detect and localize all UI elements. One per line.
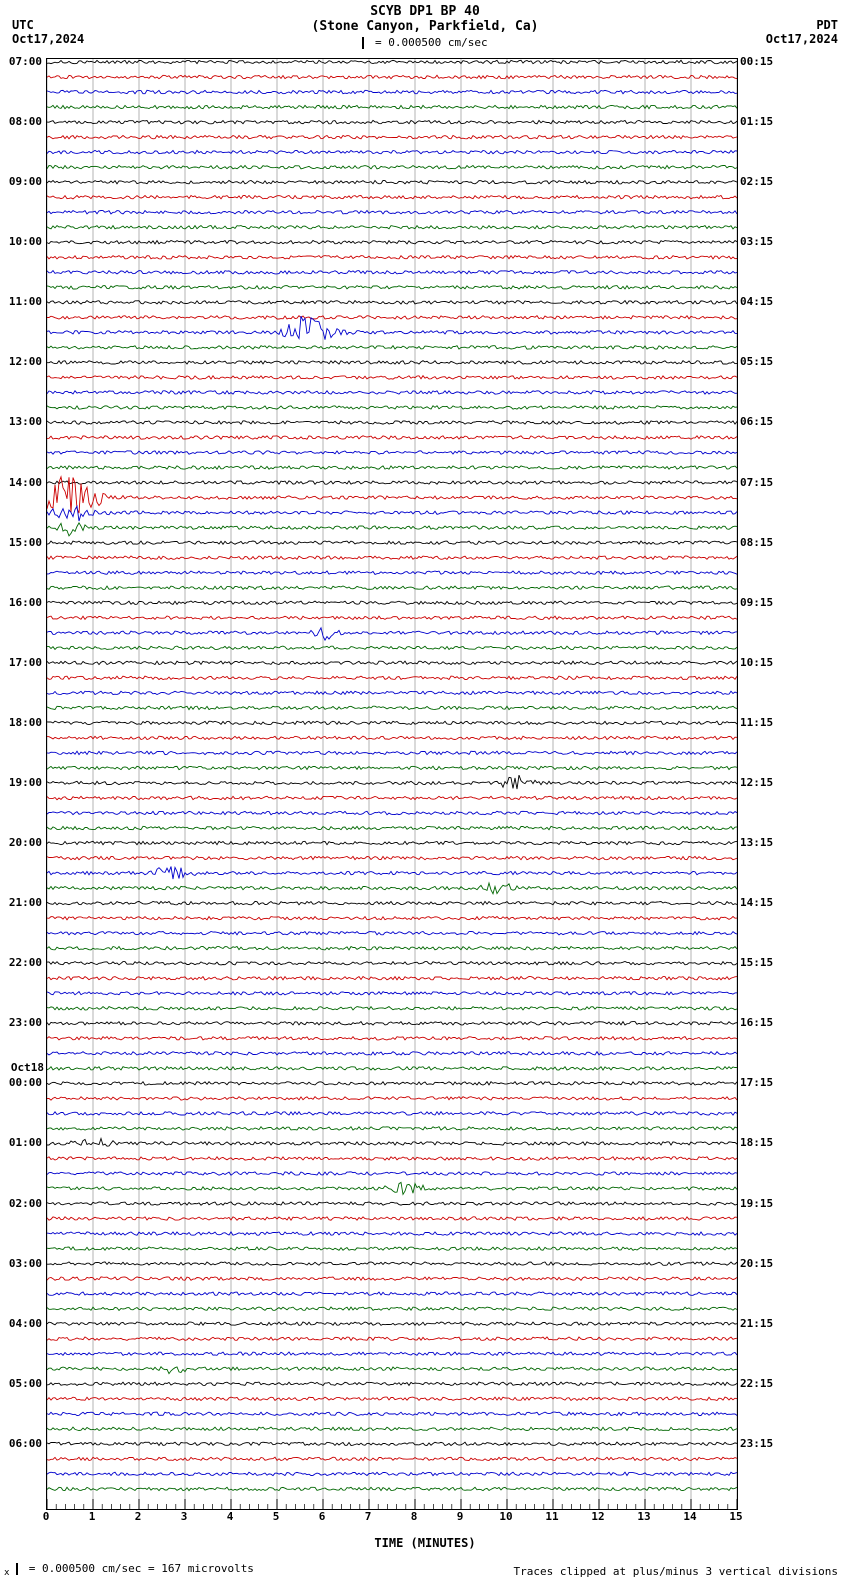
left-time-label: 18:00: [2, 716, 42, 729]
x-tick-label: 6: [312, 1510, 332, 1523]
left-date: Oct17,2024: [12, 32, 84, 46]
right-time-label: 07:15: [740, 476, 780, 489]
x-tick-label: 3: [174, 1510, 194, 1523]
left-time-label: 17:00: [2, 656, 42, 669]
right-time-label: 14:15: [740, 896, 780, 909]
footer-left: x = 0.000500 cm/sec = 167 microvolts: [4, 1562, 254, 1578]
right-time-label: 19:15: [740, 1197, 780, 1210]
left-time-label: 00:00: [2, 1076, 42, 1089]
x-axis-label: TIME (MINUTES): [0, 1536, 850, 1550]
left-time-label: 11:00: [2, 295, 42, 308]
footer-right: Traces clipped at plus/minus 3 vertical …: [513, 1565, 838, 1578]
x-tick-label: 11: [542, 1510, 562, 1523]
right-time-label: 18:15: [740, 1136, 780, 1149]
left-timezone: UTC: [12, 18, 34, 32]
left-time-label: 08:00: [2, 115, 42, 128]
x-tick-label: 14: [680, 1510, 700, 1523]
left-time-label: 13:00: [2, 415, 42, 428]
left-time-label: 06:00: [2, 1437, 42, 1450]
left-time-label: 22:00: [2, 956, 42, 969]
left-time-label: 20:00: [2, 836, 42, 849]
x-tick-label: 0: [36, 1510, 56, 1523]
x-tick-label: 15: [726, 1510, 746, 1523]
seismogram-svg: [47, 59, 737, 1509]
right-time-label: 17:15: [740, 1076, 780, 1089]
title: SCYB DP1 BP 40: [0, 0, 850, 19]
x-tick-label: 1: [82, 1510, 102, 1523]
left-time-label: 21:00: [2, 896, 42, 909]
left-time-label: 05:00: [2, 1377, 42, 1390]
left-time-label: 02:00: [2, 1197, 42, 1210]
right-date: Oct17,2024: [766, 32, 838, 46]
right-time-label: 16:15: [740, 1016, 780, 1029]
right-time-label: 15:15: [740, 956, 780, 969]
right-time-label: 02:15: [740, 175, 780, 188]
footer-left-text: = 0.000500 cm/sec = 167 microvolts: [29, 1562, 254, 1575]
x-tick-label: 12: [588, 1510, 608, 1523]
left-time-label: 10:00: [2, 235, 42, 248]
x-tick-label: 9: [450, 1510, 470, 1523]
right-time-label: 13:15: [740, 836, 780, 849]
right-time-label: 05:15: [740, 355, 780, 368]
right-time-label: 01:15: [740, 115, 780, 128]
x-tick-label: 10: [496, 1510, 516, 1523]
left-time-label: 09:00: [2, 175, 42, 188]
scale-bar-icon: [362, 37, 364, 49]
right-time-label: 06:15: [740, 415, 780, 428]
right-time-label: 23:15: [740, 1437, 780, 1450]
left-time-label: 03:00: [2, 1257, 42, 1270]
left-time-label: 01:00: [2, 1136, 42, 1149]
right-time-label: 09:15: [740, 596, 780, 609]
x-tick-label: 4: [220, 1510, 240, 1523]
x-tick-label: 2: [128, 1510, 148, 1523]
left-time-label: 23:00: [2, 1016, 42, 1029]
scale-text: = 0.000500 cm/sec: [375, 36, 488, 49]
right-time-label: 04:15: [740, 295, 780, 308]
x-tick-label: 5: [266, 1510, 286, 1523]
right-time-label: 12:15: [740, 776, 780, 789]
left-time-label: 04:00: [2, 1317, 42, 1330]
right-time-label: 00:15: [740, 55, 780, 68]
left-time-label: 15:00: [2, 536, 42, 549]
right-time-label: 11:15: [740, 716, 780, 729]
scale-indicator: = 0.000500 cm/sec: [0, 36, 850, 49]
right-time-label: 03:15: [740, 235, 780, 248]
left-time-label: 07:00: [2, 55, 42, 68]
seismogram-container: SCYB DP1 BP 40 (Stone Canyon, Parkfield,…: [0, 0, 850, 1584]
plot-area: [46, 58, 738, 1510]
subtitle: (Stone Canyon, Parkfield, Ca): [0, 19, 850, 34]
date-change-label: Oct18: [0, 1061, 44, 1074]
x-tick-label: 8: [404, 1510, 424, 1523]
left-time-label: 16:00: [2, 596, 42, 609]
right-time-label: 20:15: [740, 1257, 780, 1270]
right-time-label: 21:15: [740, 1317, 780, 1330]
x-tick-label: 7: [358, 1510, 378, 1523]
x-tick-label: 13: [634, 1510, 654, 1523]
right-time-label: 08:15: [740, 536, 780, 549]
right-timezone: PDT: [816, 18, 838, 32]
footer-sub: x: [4, 1567, 10, 1578]
right-time-label: 22:15: [740, 1377, 780, 1390]
footer-scale-bar-icon: [16, 1563, 18, 1575]
left-time-label: 14:00: [2, 476, 42, 489]
right-time-label: 10:15: [740, 656, 780, 669]
left-time-label: 19:00: [2, 776, 42, 789]
left-time-label: 12:00: [2, 355, 42, 368]
